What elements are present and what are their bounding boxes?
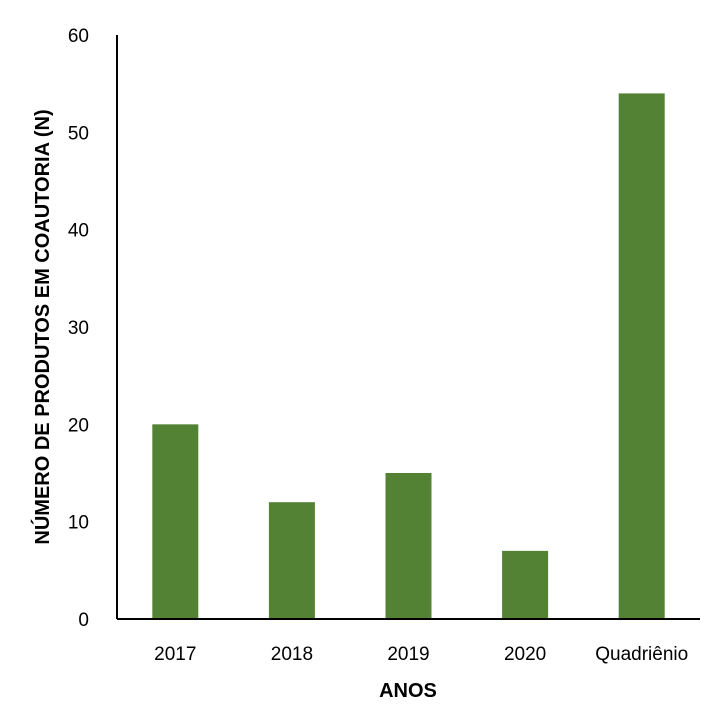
x-tick-label-quadrienio: Quadriênio [595, 644, 688, 665]
y-tick-label-60: 60 [68, 26, 89, 47]
x-tick-label-2018: 2018 [271, 644, 313, 665]
bar-quadrienio [618, 93, 665, 619]
x-axis-title: ANOS [379, 680, 437, 702]
y-tick-label-40: 40 [68, 221, 89, 242]
bar-2017 [152, 424, 199, 619]
x-tick-label-2019: 2019 [387, 644, 429, 665]
y-tick-label-0: 0 [78, 610, 89, 631]
bar-2019 [385, 473, 432, 619]
bars-group [152, 93, 665, 619]
x-tick-label-2017: 2017 [154, 644, 196, 665]
y-tick-label-50: 50 [68, 123, 89, 144]
y-tick-label-10: 10 [68, 513, 89, 534]
bar-2020 [502, 550, 549, 619]
x-tick-label-2020: 2020 [504, 644, 546, 665]
y-axis-ticks: 0 10 20 30 40 50 60 [68, 26, 89, 631]
bar-2018 [268, 502, 315, 619]
y-tick-label-20: 20 [68, 415, 89, 436]
y-axis-title: NÚMERO DE PRODUTOS EM COAUTORIA (N) [30, 109, 54, 544]
x-axis-ticks: 2017 2018 2019 2020 Quadriênio [154, 644, 688, 665]
y-tick-label-30: 30 [68, 318, 89, 339]
